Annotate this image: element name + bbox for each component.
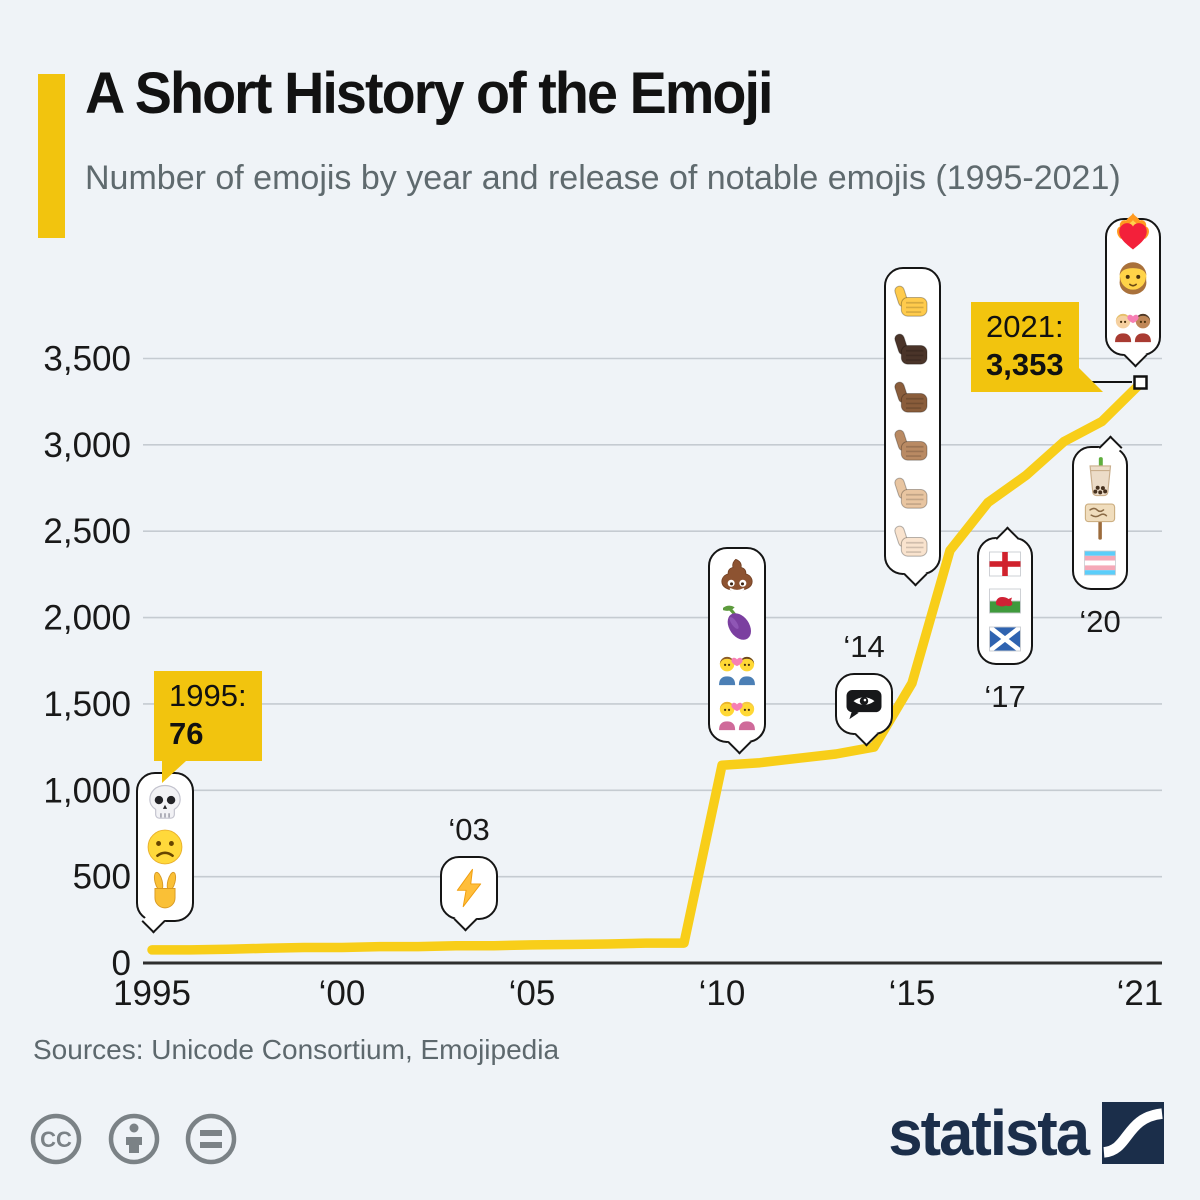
y-tick-label: 2,000 bbox=[43, 599, 131, 638]
endpoint-marker bbox=[1133, 375, 1148, 390]
svg-text:CC: CC bbox=[40, 1127, 72, 1152]
y-tick-label: 0 bbox=[112, 944, 131, 983]
annotation-2021: 2021: 3,353 bbox=[971, 302, 1103, 392]
y-tick-label: 3,500 bbox=[43, 340, 131, 379]
y-tick-label: 3,000 bbox=[43, 426, 131, 465]
cc-license-icons[interactable]: CC bbox=[28, 1110, 253, 1173]
annotation-1995-value: 76 bbox=[169, 715, 204, 751]
sources-text: Sources: Unicode Consortium, Emojipedia bbox=[33, 1034, 560, 1065]
x-tick-label: ‘00 bbox=[319, 974, 366, 1013]
page-subtitle: Number of emojis by year and release of … bbox=[85, 159, 1121, 197]
statista-logo[interactable]: statista bbox=[880, 1096, 1164, 1170]
x-tick-label: ‘10 bbox=[699, 974, 746, 1013]
attribution-icon[interactable] bbox=[108, 1113, 160, 1165]
y-tick-label: 2,500 bbox=[43, 512, 131, 551]
x-tick-label: 1995 bbox=[113, 974, 191, 1013]
page-title: A Short History of the Emoji bbox=[85, 61, 774, 126]
statista-wordmark: statista bbox=[888, 1097, 1090, 1169]
annotation-tail bbox=[162, 760, 186, 783]
emoji-count-line bbox=[147, 379, 1145, 955]
annotation-2021-year: 2021: bbox=[986, 309, 1064, 344]
y-tick-label: 1,500 bbox=[43, 685, 131, 724]
cc-icon[interactable]: CC bbox=[30, 1113, 82, 1165]
annotation-1995: 1995: 76 bbox=[154, 671, 262, 783]
annotation-tail bbox=[1076, 365, 1103, 392]
annotation-2021-value: 3,353 bbox=[986, 346, 1064, 382]
x-tick-label: ‘21 bbox=[1117, 974, 1164, 1013]
statista-mark-icon bbox=[1102, 1102, 1164, 1164]
x-tick-label: ‘15 bbox=[889, 974, 936, 1013]
y-tick-label: 1,000 bbox=[43, 771, 131, 810]
equal-icon[interactable] bbox=[185, 1113, 237, 1165]
annotation-1995-year: 1995: bbox=[169, 678, 247, 713]
y-tick-label: 500 bbox=[73, 858, 131, 897]
title-accent-bar bbox=[38, 74, 65, 238]
x-tick-label: ‘05 bbox=[509, 974, 556, 1013]
